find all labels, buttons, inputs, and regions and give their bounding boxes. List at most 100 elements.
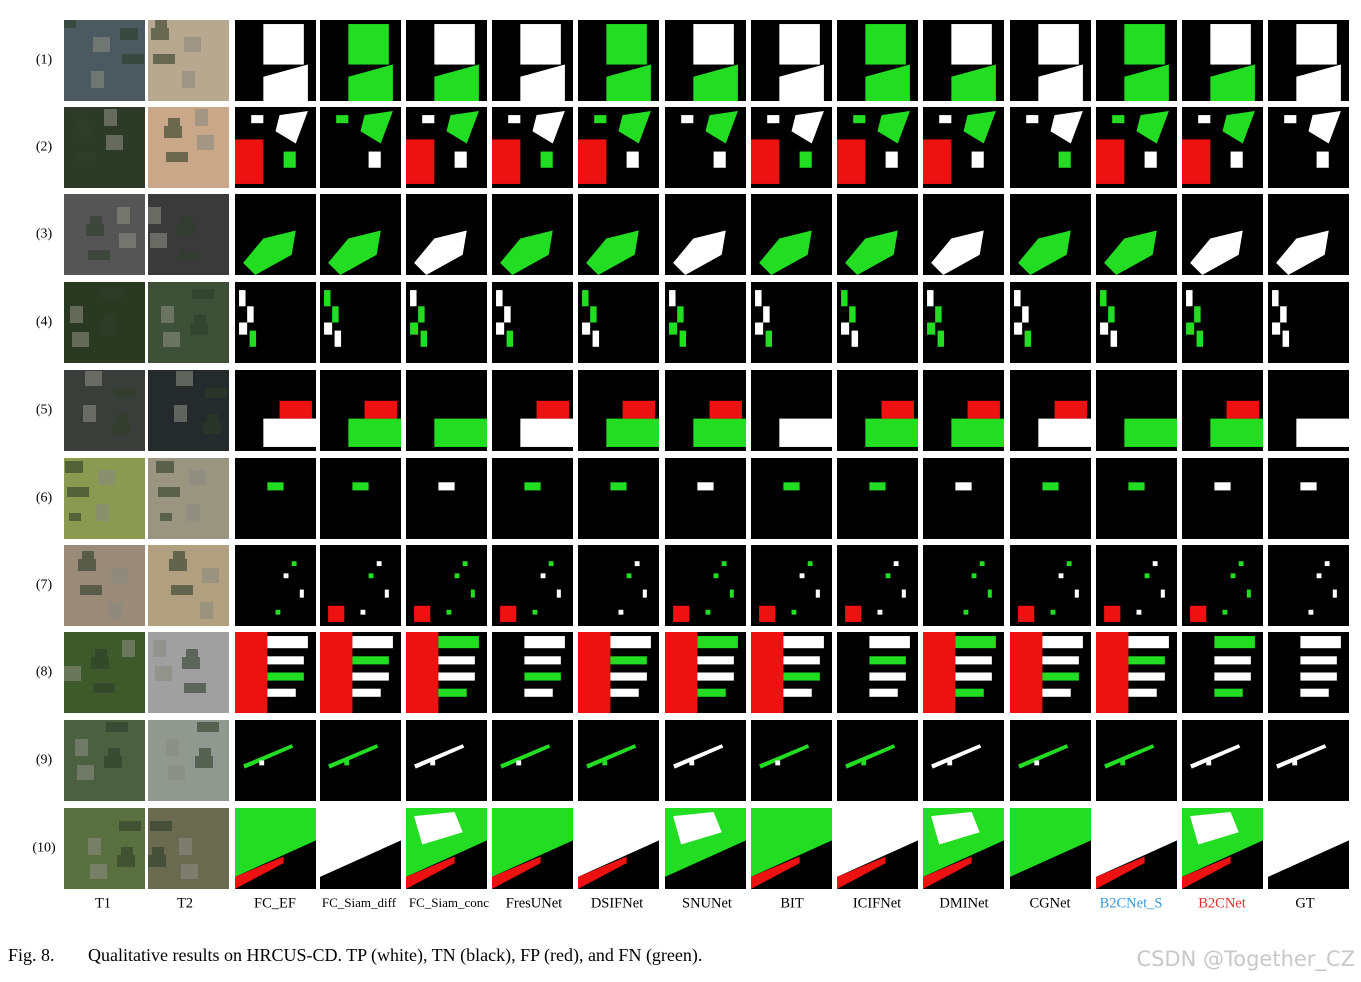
image-cell: [1010, 20, 1091, 101]
region: [955, 656, 992, 665]
region: [634, 561, 640, 567]
region: [1038, 418, 1091, 447]
image-cell: [320, 370, 401, 451]
region: [368, 573, 374, 579]
region: [1292, 760, 1298, 766]
region: [885, 573, 891, 579]
region: [1206, 760, 1212, 766]
photo-detail: [168, 118, 180, 126]
photo-detail: [120, 28, 138, 40]
photo-detail: [64, 666, 81, 681]
photo-detail: [199, 748, 211, 756]
photo-detail: [205, 388, 227, 398]
region: [779, 24, 820, 65]
row-label: (5): [36, 403, 53, 418]
region: [438, 656, 475, 665]
image-cell: [64, 107, 145, 188]
image-cell: [837, 545, 918, 626]
region: [955, 672, 992, 681]
region: [697, 688, 726, 697]
image-cell: [665, 545, 746, 626]
region: [506, 330, 514, 347]
region: [1042, 688, 1071, 697]
region: [1104, 744, 1155, 769]
region: [1190, 230, 1243, 275]
photo-detail: [163, 332, 180, 347]
photo-detail: [182, 71, 195, 88]
region: [1214, 482, 1231, 491]
region: [520, 24, 561, 65]
image-cell: [406, 458, 487, 539]
region: [673, 605, 690, 622]
region: [1210, 418, 1263, 447]
region: [275, 609, 281, 615]
column-label: SNUNet: [682, 895, 732, 911]
photo-detail: [106, 135, 123, 150]
cell-background: [923, 720, 1004, 801]
region: [845, 812, 894, 845]
region: [328, 605, 345, 622]
photo-detail: [155, 666, 172, 681]
region: [1110, 330, 1118, 347]
region: [755, 290, 762, 307]
image-cell: [235, 370, 316, 451]
region: [693, 64, 738, 101]
region: [500, 605, 517, 622]
cell-background: [578, 720, 659, 801]
image-cell: [406, 808, 487, 889]
photo-detail: [122, 54, 144, 64]
region: [626, 573, 632, 579]
region: [669, 290, 676, 307]
image-cell: [1010, 194, 1091, 275]
image-cell: [751, 720, 832, 801]
image-cell: [665, 107, 746, 188]
image-cell: [665, 808, 746, 889]
region: [532, 609, 538, 615]
region: [334, 330, 342, 347]
column-label: B2CNet_S: [1100, 895, 1163, 911]
region: [1276, 812, 1325, 845]
region: [947, 760, 953, 766]
region: [955, 636, 996, 649]
region: [1186, 322, 1195, 335]
image-cell: [578, 545, 659, 626]
region: [516, 760, 522, 766]
region: [1128, 482, 1145, 491]
region: [877, 111, 910, 144]
image-cell: [320, 20, 401, 101]
cell-background: [578, 458, 659, 539]
region: [1128, 636, 1169, 649]
region: [1182, 139, 1211, 184]
cell-background: [1182, 458, 1263, 539]
region: [865, 418, 918, 447]
region: [869, 672, 906, 681]
image-cell: [320, 720, 401, 801]
row-label: (3): [36, 227, 53, 242]
image-cell: [64, 282, 145, 363]
region: [606, 24, 647, 65]
photo-detail: [109, 602, 122, 619]
photo-detail: [99, 323, 117, 335]
cell-background: [1096, 458, 1177, 539]
caption-label: Fig. 8.: [8, 945, 55, 965]
image-cell: [923, 107, 1004, 188]
photo-detail: [119, 233, 136, 248]
region: [1014, 322, 1023, 335]
region: [697, 482, 714, 491]
image-cell: [751, 808, 832, 889]
region: [1276, 744, 1327, 769]
photo-detail: [197, 135, 214, 150]
region: [1128, 672, 1165, 681]
cell-background: [492, 720, 573, 801]
region: [1128, 656, 1165, 665]
region: [1210, 64, 1255, 101]
region: [1038, 24, 1079, 65]
photo-detail: [171, 585, 193, 595]
region: [1276, 230, 1329, 275]
image-cell: [1182, 720, 1263, 801]
image-cell: [1010, 458, 1091, 539]
image-cell: [923, 194, 1004, 275]
region: [677, 306, 684, 323]
region: [406, 632, 439, 713]
image-cell: [751, 194, 832, 275]
